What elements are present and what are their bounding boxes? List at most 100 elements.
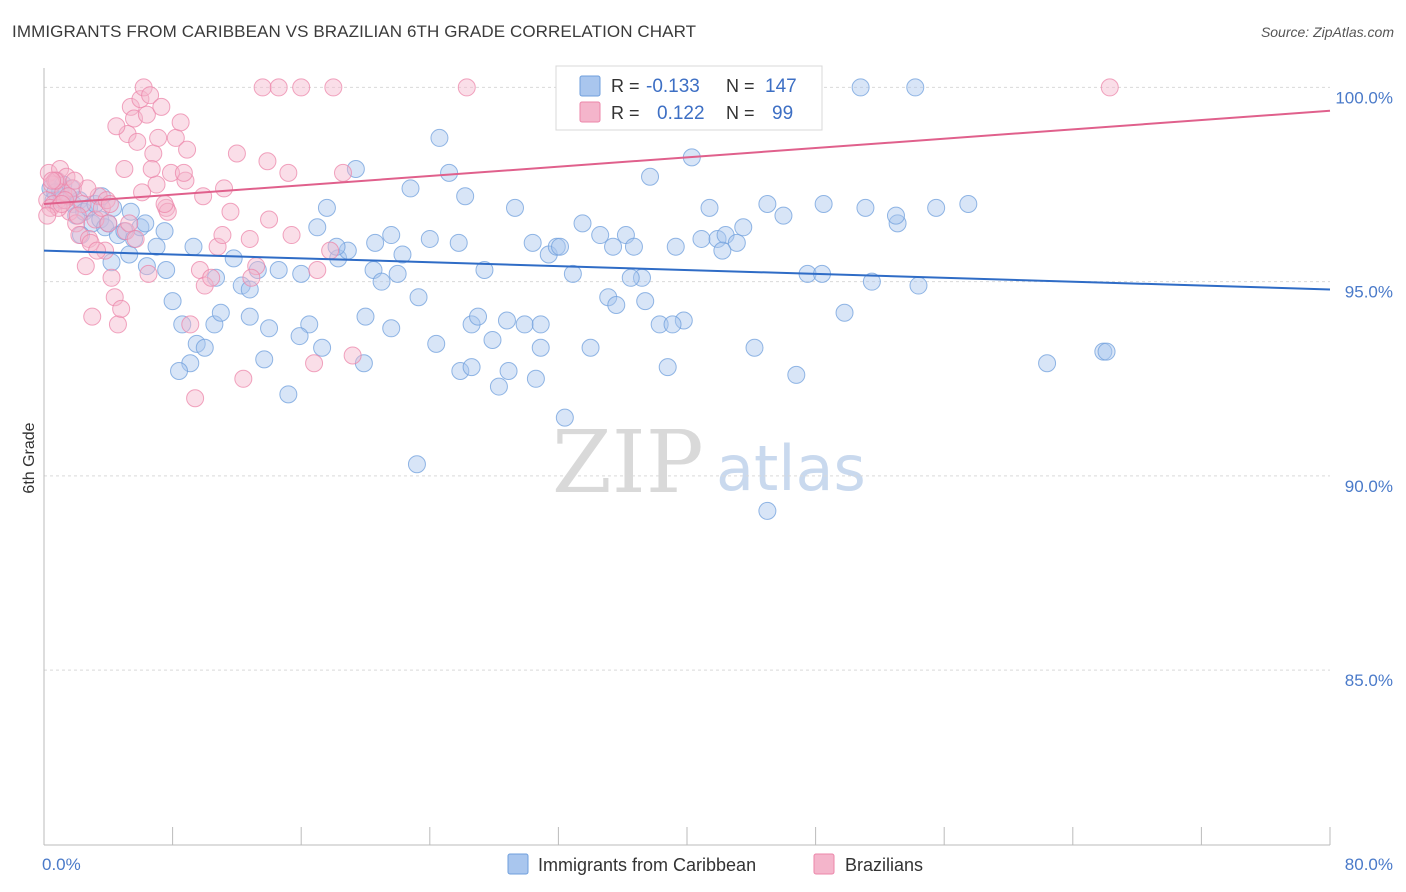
caribbean-point <box>155 222 174 241</box>
brazilians-point <box>178 140 197 159</box>
bottom-legend-swatch-brazilians <box>813 853 835 875</box>
brazilians-point <box>305 354 324 373</box>
chart-title: IMMIGRANTS FROM CARIBBEAN VS BRAZILIAN 6… <box>12 22 697 41</box>
caribbean-point <box>862 272 881 291</box>
caribbean-point <box>382 226 401 245</box>
caribbean-point <box>184 237 203 256</box>
brazilians-point <box>240 229 259 248</box>
caribbean-point <box>462 358 481 377</box>
caribbean-point <box>666 237 685 256</box>
brazilians-point <box>88 241 107 260</box>
brazilians-point <box>126 229 145 248</box>
caribbean-point <box>774 206 793 225</box>
brazilians-point <box>149 128 168 147</box>
watermark-atlas: atlas <box>716 432 866 505</box>
caribbean-point <box>1097 342 1116 361</box>
caribbean-point <box>401 179 420 198</box>
caribbean-point <box>120 245 139 264</box>
x-tick-marks <box>172 827 1331 845</box>
brazilians-point <box>213 226 232 245</box>
caribbean-point <box>409 288 428 307</box>
brazilians-point <box>76 257 95 276</box>
y-tick-label: 90.0% <box>1345 477 1393 496</box>
brazilians-point <box>67 214 86 233</box>
caribbean-point <box>591 226 610 245</box>
brazilians-point <box>105 288 124 307</box>
source-label: Source: ZipAtlas.com <box>1260 24 1394 40</box>
bottom-legend-label-caribbean: Immigrants from Caribbean <box>538 855 756 875</box>
legend-n-value-caribbean: 147 <box>765 76 797 97</box>
caribbean-point <box>195 338 214 357</box>
brazilians-point <box>176 171 195 190</box>
brazilians-point <box>115 160 134 179</box>
caribbean-point <box>157 261 176 280</box>
caribbean-point <box>427 334 446 353</box>
caribbean-point <box>313 338 332 357</box>
caribbean-point <box>388 264 407 283</box>
brazilians-point <box>321 241 340 260</box>
caribbean-point <box>523 233 542 252</box>
caribbean-point <box>279 385 298 404</box>
caribbean-point <box>449 233 468 252</box>
x-tick-label: 0.0% <box>42 855 81 874</box>
x-tick-labels: 0.0% 80.0% <box>42 855 1393 874</box>
caribbean-point <box>531 338 550 357</box>
caribbean-point <box>300 315 319 334</box>
brazilians-point <box>171 113 190 132</box>
caribbean-point <box>240 307 259 326</box>
brazilians-point <box>194 187 213 206</box>
brazilians-point <box>333 163 352 182</box>
brazilians-point <box>457 78 476 97</box>
brazilians-point <box>343 346 362 365</box>
caribbean-point <box>526 369 545 388</box>
caribbean-point <box>269 261 288 280</box>
brazilians-point <box>181 315 200 334</box>
brazilians-point <box>120 214 139 233</box>
series-legend: Immigrants from Caribbean Brazilians <box>507 853 923 875</box>
caribbean-point <box>658 358 677 377</box>
y-tick-label: 100.0% <box>1335 88 1393 107</box>
caribbean-point <box>758 194 777 213</box>
brazilians-point <box>324 78 343 97</box>
caribbean-point <box>102 253 121 272</box>
legend-n-label-1: N = <box>726 76 755 96</box>
caribbean-point <box>407 455 426 474</box>
brazilians-point <box>152 97 171 116</box>
brazilians-point <box>99 214 118 233</box>
caribbean-point <box>430 128 449 147</box>
y-tick-labels: 85.0% 90.0% 95.0% 100.0% <box>1335 88 1393 690</box>
brazilians-point <box>292 78 311 97</box>
caribbean-point <box>308 218 327 237</box>
caribbean-point <box>835 303 854 322</box>
caribbean-point <box>170 362 189 381</box>
bottom-legend-label-brazilians: Brazilians <box>845 855 923 875</box>
brazilians-point <box>308 261 327 280</box>
brazilians-point <box>141 86 160 105</box>
caribbean-point <box>456 187 475 206</box>
brazilians-point <box>65 171 84 190</box>
stats-legend: R = -0.133 N = 147 R = 0.122 N = 99 <box>555 65 823 131</box>
x-tick-label: 80.0% <box>1345 855 1393 874</box>
brazilians-point <box>282 226 301 245</box>
caribbean-point <box>551 237 570 256</box>
caribbean-point <box>563 264 582 283</box>
brazilians-point <box>83 307 102 326</box>
watermark-zip: ZIP <box>552 413 704 513</box>
caribbean-point <box>497 311 516 330</box>
caribbean-point <box>499 362 518 381</box>
brazilians-point <box>269 78 288 97</box>
caribbean-point <box>1038 354 1057 373</box>
caribbean-point <box>555 408 574 427</box>
brazilians-points <box>38 78 1119 408</box>
caribbean-point <box>469 307 488 326</box>
caribbean-point <box>420 229 439 248</box>
brazilians-point <box>202 268 221 287</box>
caribbean-point <box>317 198 336 217</box>
caribbean-point <box>366 233 385 252</box>
caribbean-point <box>451 362 470 381</box>
caribbean-point <box>382 319 401 338</box>
legend-r-value-brazilians: 0.122 <box>657 103 705 124</box>
caribbean-point <box>136 214 155 233</box>
caribbean-points <box>41 78 1116 520</box>
